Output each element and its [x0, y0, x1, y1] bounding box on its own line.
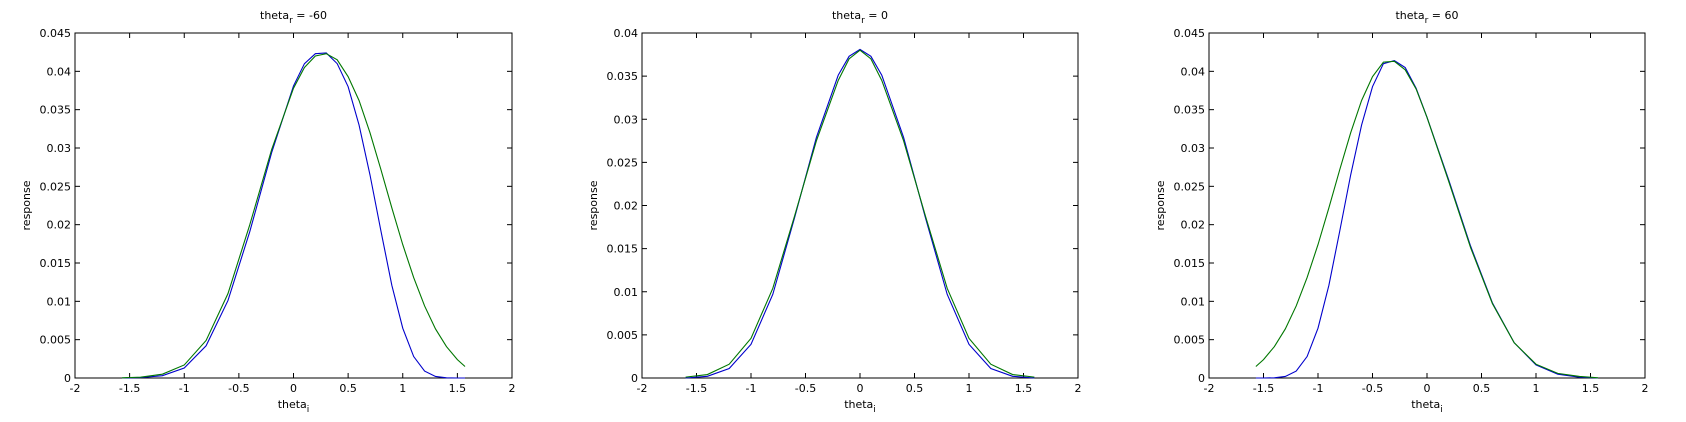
y-tick-label: 0	[1198, 372, 1205, 385]
x-tick-label: 1.5	[1015, 382, 1033, 395]
series-line-2	[121, 53, 466, 379]
y-tick-label: 0.02	[47, 219, 72, 232]
chart-title: thetar = 60	[1395, 9, 1458, 26]
y-tick-label: 0.045	[40, 27, 72, 40]
y-axis-label: response	[20, 180, 33, 230]
y-tick-label: 0.015	[1174, 257, 1206, 270]
y-axis-label: response	[587, 180, 600, 230]
series-line-1	[685, 48, 1035, 379]
y-tick-label: 0	[64, 372, 71, 385]
y-axis-label: response	[1154, 180, 1167, 230]
y-tick-label: 0.04	[614, 27, 639, 40]
y-tick-label: 0	[631, 372, 638, 385]
y-tick-label: 0.005	[40, 334, 72, 347]
x-tick-label: 0	[857, 382, 864, 395]
y-tick-label: 0.03	[47, 142, 72, 155]
x-tick-label: 0.5	[1473, 382, 1491, 395]
y-tick-label: 0.005	[1174, 334, 1206, 347]
y-tick-label: 0.04	[47, 65, 72, 78]
x-tick-label: 1.5	[449, 382, 467, 395]
y-tick-label: 0.01	[1181, 295, 1206, 308]
series-line-1	[121, 52, 466, 379]
x-axis-label: thetai	[278, 398, 310, 415]
chart-title: thetar = -60	[260, 9, 327, 26]
chart-panel-2: -2 -1.5 -1 -0.5 0 0.5 1 1.5 2 0 0.005 0.01 0.015 0.02…	[587, 9, 1082, 415]
y-tick-label: 0.03	[614, 113, 639, 126]
chart-panel-3: -2 -1.5 -1 -0.5 0 0.5 1 1.5 2 0 0.005 0.01 0.015 0.02…	[1154, 9, 1649, 415]
y-tick-label: 0.025	[607, 156, 639, 169]
x-axis-label: thetai	[844, 398, 876, 415]
series-line-2	[685, 49, 1035, 378]
x-axis-label: thetai	[1411, 398, 1443, 415]
x-tick-label: 0.5	[906, 382, 924, 395]
y-tick-label: 0.02	[614, 200, 639, 213]
x-tick-label: -0.5	[228, 382, 249, 395]
x-tick-label: 2	[1075, 382, 1082, 395]
x-tick-label: -1.5	[686, 382, 707, 395]
x-tick-label: -1	[179, 382, 190, 395]
x-tick-label: -2	[637, 382, 648, 395]
axes-frame	[1208, 32, 1646, 379]
y-tick-label: 0.01	[614, 286, 639, 299]
y-tick-label: 0.035	[607, 70, 639, 83]
x-tick-label: -0.5	[1362, 382, 1383, 395]
y-tick-label: 0.015	[40, 257, 72, 270]
series-line-1	[1255, 60, 1599, 379]
y-tick-label: 0.015	[607, 243, 639, 256]
x-tick-label: -1	[746, 382, 757, 395]
series-line-2	[1255, 60, 1599, 379]
x-tick-label: 0	[1424, 382, 1431, 395]
x-tick-label: -1	[1313, 382, 1324, 395]
y-tick-label: 0.01	[47, 295, 72, 308]
y-tick-label: 0.025	[40, 180, 72, 193]
y-tick-label: 0.045	[1174, 27, 1206, 40]
chart-panel-1: -2 -1.5 -1 -0.5 0 0.5 1 1.5 2 0 0.005 0.01 0.015 0.02…	[20, 9, 516, 415]
x-tick-label: 1	[399, 382, 406, 395]
y-tick-label: 0.035	[1174, 104, 1206, 117]
y-tick-label: 0.005	[607, 329, 639, 342]
x-tick-label: 1.5	[1582, 382, 1600, 395]
x-tick-label: -2	[1204, 382, 1215, 395]
y-tick-label: 0.025	[1174, 180, 1206, 193]
chart-title: thetar = 0	[832, 9, 888, 26]
y-tick-label: 0.02	[1181, 219, 1206, 232]
x-tick-label: 2	[1642, 382, 1649, 395]
y-tick-label: 0.03	[1181, 142, 1206, 155]
x-tick-label: -0.5	[795, 382, 816, 395]
x-tick-label: 0.5	[339, 382, 357, 395]
axes-frame	[641, 32, 1079, 379]
x-tick-label: 2	[509, 382, 516, 395]
x-tick-label: 1	[966, 382, 973, 395]
x-tick-label: 1	[1533, 382, 1540, 395]
x-tick-label: -2	[70, 382, 81, 395]
y-tick-label: 0.035	[40, 104, 72, 117]
x-tick-label: -1.5	[1253, 382, 1274, 395]
x-tick-label: -1.5	[119, 382, 140, 395]
y-tick-label: 0.04	[1181, 65, 1206, 78]
x-tick-label: 0	[290, 382, 297, 395]
